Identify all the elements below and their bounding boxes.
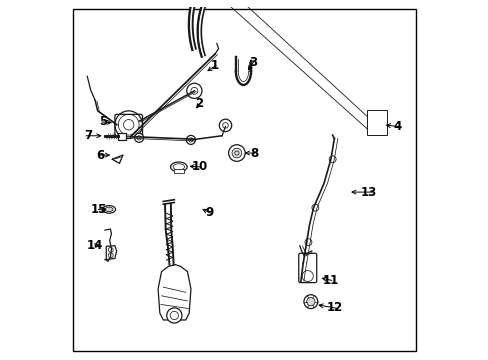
Text: 14: 14: [87, 239, 103, 252]
Text: 3: 3: [248, 56, 257, 69]
Text: 13: 13: [360, 186, 376, 199]
Text: 9: 9: [205, 206, 214, 219]
Bar: [173, 169, 183, 173]
Polygon shape: [158, 265, 190, 320]
Text: 15: 15: [90, 203, 106, 216]
FancyBboxPatch shape: [298, 253, 316, 283]
Polygon shape: [112, 155, 122, 163]
Text: 5: 5: [99, 116, 107, 129]
Ellipse shape: [102, 206, 115, 213]
Circle shape: [219, 119, 231, 132]
Circle shape: [302, 271, 313, 282]
Circle shape: [306, 297, 314, 306]
Circle shape: [134, 133, 143, 142]
Circle shape: [305, 239, 311, 246]
Circle shape: [186, 83, 202, 98]
Text: 8: 8: [249, 147, 258, 159]
Circle shape: [311, 204, 318, 211]
Text: 1: 1: [211, 59, 219, 72]
Text: 7: 7: [84, 129, 92, 142]
Bar: [366, 110, 386, 135]
Text: 2: 2: [195, 98, 203, 111]
Ellipse shape: [170, 162, 187, 172]
Circle shape: [166, 308, 182, 323]
Circle shape: [186, 135, 195, 144]
Polygon shape: [106, 246, 117, 260]
Circle shape: [232, 148, 241, 158]
Text: 10: 10: [191, 160, 207, 174]
Circle shape: [304, 295, 317, 309]
Bar: [118, 133, 126, 140]
Text: 4: 4: [392, 120, 401, 133]
Text: 6: 6: [96, 149, 104, 162]
Circle shape: [228, 145, 244, 161]
Text: 12: 12: [325, 301, 342, 314]
Text: 11: 11: [322, 274, 338, 287]
Circle shape: [328, 156, 335, 163]
Ellipse shape: [105, 207, 113, 212]
